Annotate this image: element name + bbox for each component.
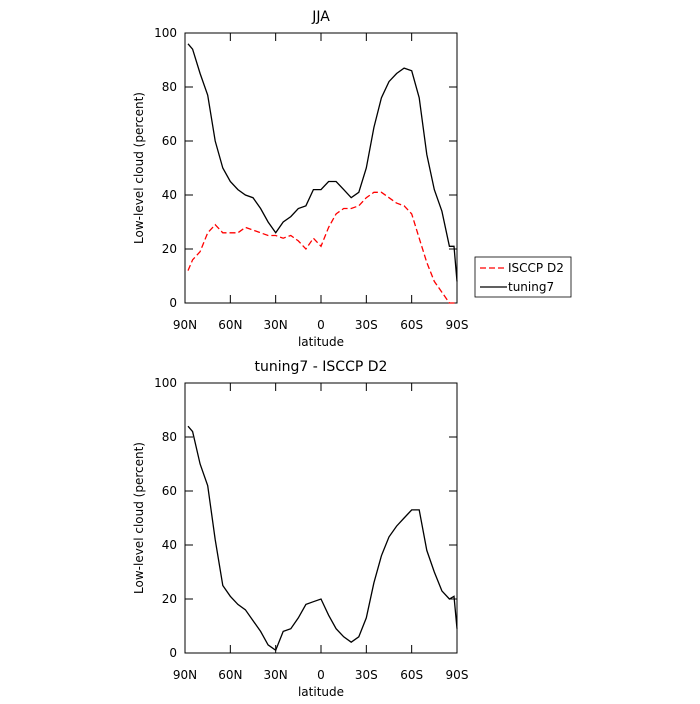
x-tick-label: 90N [173, 318, 197, 332]
plot-frame [184, 382, 458, 654]
y-tick-label: 80 [162, 430, 177, 444]
x-tick-label: 60S [400, 318, 423, 332]
y-tick-label: 60 [162, 484, 177, 498]
y-tick-label: 40 [162, 188, 177, 202]
y-tick-label: 20 [162, 242, 177, 256]
x-tick-label: 90S [446, 668, 469, 682]
x-tick-label: 0 [317, 668, 325, 682]
x-tick-label: 60S [400, 668, 423, 682]
x-axis-label: latitude [298, 685, 344, 699]
x-tick-label: 30S [355, 668, 378, 682]
x-tick-label: 90N [173, 668, 197, 682]
y-axis-label: Low-level cloud (percent) [132, 442, 146, 594]
legend-label: ISCCP D2 [508, 261, 564, 275]
x-tick-label: 60N [218, 668, 242, 682]
chart-title: JJA [311, 9, 330, 25]
x-tick-label: 60N [218, 318, 242, 332]
y-axis-label: Low-level cloud (percent) [132, 92, 146, 244]
x-tick-label: 30N [264, 668, 288, 682]
y-tick-label: 100 [154, 376, 177, 390]
legend-box [474, 256, 572, 298]
x-tick-label: 90S [446, 318, 469, 332]
y-tick-label: 40 [162, 538, 177, 552]
x-tick-label: 30S [355, 318, 378, 332]
data-line [187, 425, 458, 652]
y-tick-label: 100 [154, 26, 177, 40]
y-tick-label: 20 [162, 592, 177, 606]
x-axis-label: latitude [298, 335, 344, 349]
data-line [187, 43, 458, 282]
y-tick-label: 60 [162, 134, 177, 148]
y-tick-label: 80 [162, 80, 177, 94]
plot-frame [184, 32, 458, 304]
x-tick-label: 30N [264, 318, 288, 332]
y-tick-label: 0 [169, 646, 177, 660]
y-tick-label: 0 [169, 296, 177, 310]
chart-title: tuning7 - ISCCP D2 [255, 359, 388, 375]
data-line [187, 191, 457, 304]
x-tick-label: 0 [317, 318, 325, 332]
legend-label: tuning7 [508, 280, 554, 294]
